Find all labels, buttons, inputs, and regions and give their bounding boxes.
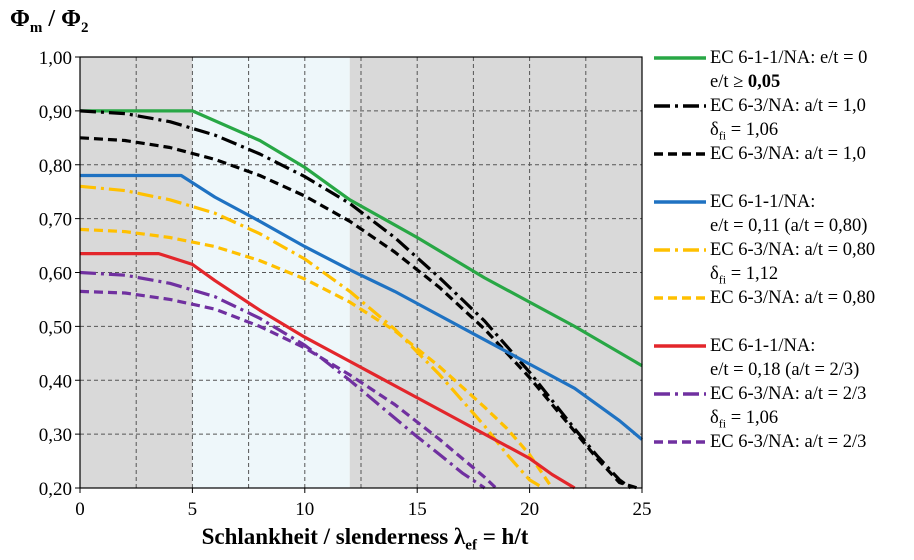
axes: 0 5 10 15 20 25 0,20 0,30 0,40 0,50 0,60 0,70 0,80 0,…	[39, 48, 652, 520]
y-tick-label: 0,90	[39, 102, 72, 123]
series-line	[79, 184, 544, 490]
legend-swatch	[654, 392, 706, 396]
legend-label-line1: EC 6-1-1/NA:	[710, 192, 816, 212]
legend-label: EC 6-3/NA: a/t = 1,0 δfi = 1,06	[710, 94, 866, 148]
y-tick-label: 0,80	[39, 156, 72, 177]
legend-label: EC 6-1-1/NA: e/t = 0 e/t ≥ 0,05	[710, 46, 867, 94]
legend-swatch	[654, 104, 706, 108]
legend-label: EC 6-3/NA: a/t = 0,80	[710, 286, 875, 310]
y-tick-label: 0,40	[39, 371, 72, 392]
legend-label-delta: δfi = 1,06	[710, 408, 779, 431]
legend-label-delta: δfi = 1,12	[710, 264, 779, 287]
x-tick-label: 0	[75, 499, 85, 520]
y-tick-label: 0,60	[39, 264, 72, 285]
legend-swatch	[654, 296, 706, 300]
series-line	[80, 173, 644, 441]
legend-swatch	[654, 56, 706, 60]
series-line	[79, 227, 554, 489]
series-layer	[79, 109, 644, 490]
legend-label-line1: EC 6-3/NA: a/t = 2/3	[710, 432, 867, 452]
x-axis-label: Schlankheit / slenderness λef = h/t	[201, 524, 529, 554]
series-line	[79, 136, 638, 490]
legend-label-delta: δfi = 1,06	[710, 120, 779, 143]
legend-label: EC 6-3/NA: a/t = 0,80 δfi = 1,12	[710, 238, 875, 292]
legend-swatch	[654, 248, 706, 252]
legend-label-line2: e/t ≥ 0,05	[710, 72, 781, 92]
y-tick-label: 0,50	[39, 317, 72, 338]
legend-label-line1: EC 6-3/NA: a/t = 0,80	[710, 240, 876, 260]
x-tick-label: 10	[295, 499, 314, 520]
grid	[80, 56, 642, 488]
legend-swatch	[654, 344, 706, 348]
legend-label-line1: EC 6-1-1/NA: e/t = 0	[710, 48, 868, 68]
series-line	[79, 109, 632, 490]
series-line	[80, 252, 576, 490]
series-line	[79, 270, 486, 490]
legend-label-line1: EC 6-1-1/NA:	[710, 336, 816, 356]
y-tick-label: 1,00	[39, 48, 72, 69]
x-tick-label: 15	[408, 499, 427, 520]
x-tick-label: 20	[520, 499, 539, 520]
legend-label-line1: EC 6-3/NA: a/t = 0,80	[710, 288, 876, 308]
legend-label-line2: e/t = 0,18 (a/t = 2/3)	[710, 360, 860, 380]
legend-swatch	[654, 440, 706, 444]
legend-label: EC 6-3/NA: a/t = 2/3	[710, 430, 866, 454]
y-tick-label: 0,30	[39, 425, 72, 446]
legend-label-line1: EC 6-3/NA: a/t = 2/3	[710, 384, 867, 404]
x-tick-label: 5	[188, 499, 198, 520]
y-tick-label: 0,20	[39, 479, 72, 500]
y-tick-label: 0,70	[39, 210, 72, 231]
legend-label: EC 6-1-1/NA: e/t = 0,11 (a/t = 0,80)	[710, 190, 867, 238]
x-tick-label: 25	[633, 499, 652, 520]
legend-swatch	[654, 200, 706, 204]
legend-label: EC 6-3/NA: a/t = 2/3 δfi = 1,06	[710, 382, 866, 436]
legend-label: EC 6-3/NA: a/t = 1,0	[710, 142, 866, 166]
legend-label-line2: e/t = 0,11 (a/t = 0,80)	[710, 216, 868, 236]
series-line	[80, 109, 643, 368]
legend-label-line1: EC 6-3/NA: a/t = 1,0	[710, 96, 866, 116]
legend-swatch	[654, 152, 706, 156]
y-axis-label: Φm / Φ2	[10, 6, 89, 36]
legend-label-line1: EC 6-3/NA: a/t = 1,0	[710, 144, 866, 164]
series-line	[79, 289, 498, 490]
legend-label: EC 6-1-1/NA: e/t = 0,18 (a/t = 2/3)	[710, 334, 859, 382]
